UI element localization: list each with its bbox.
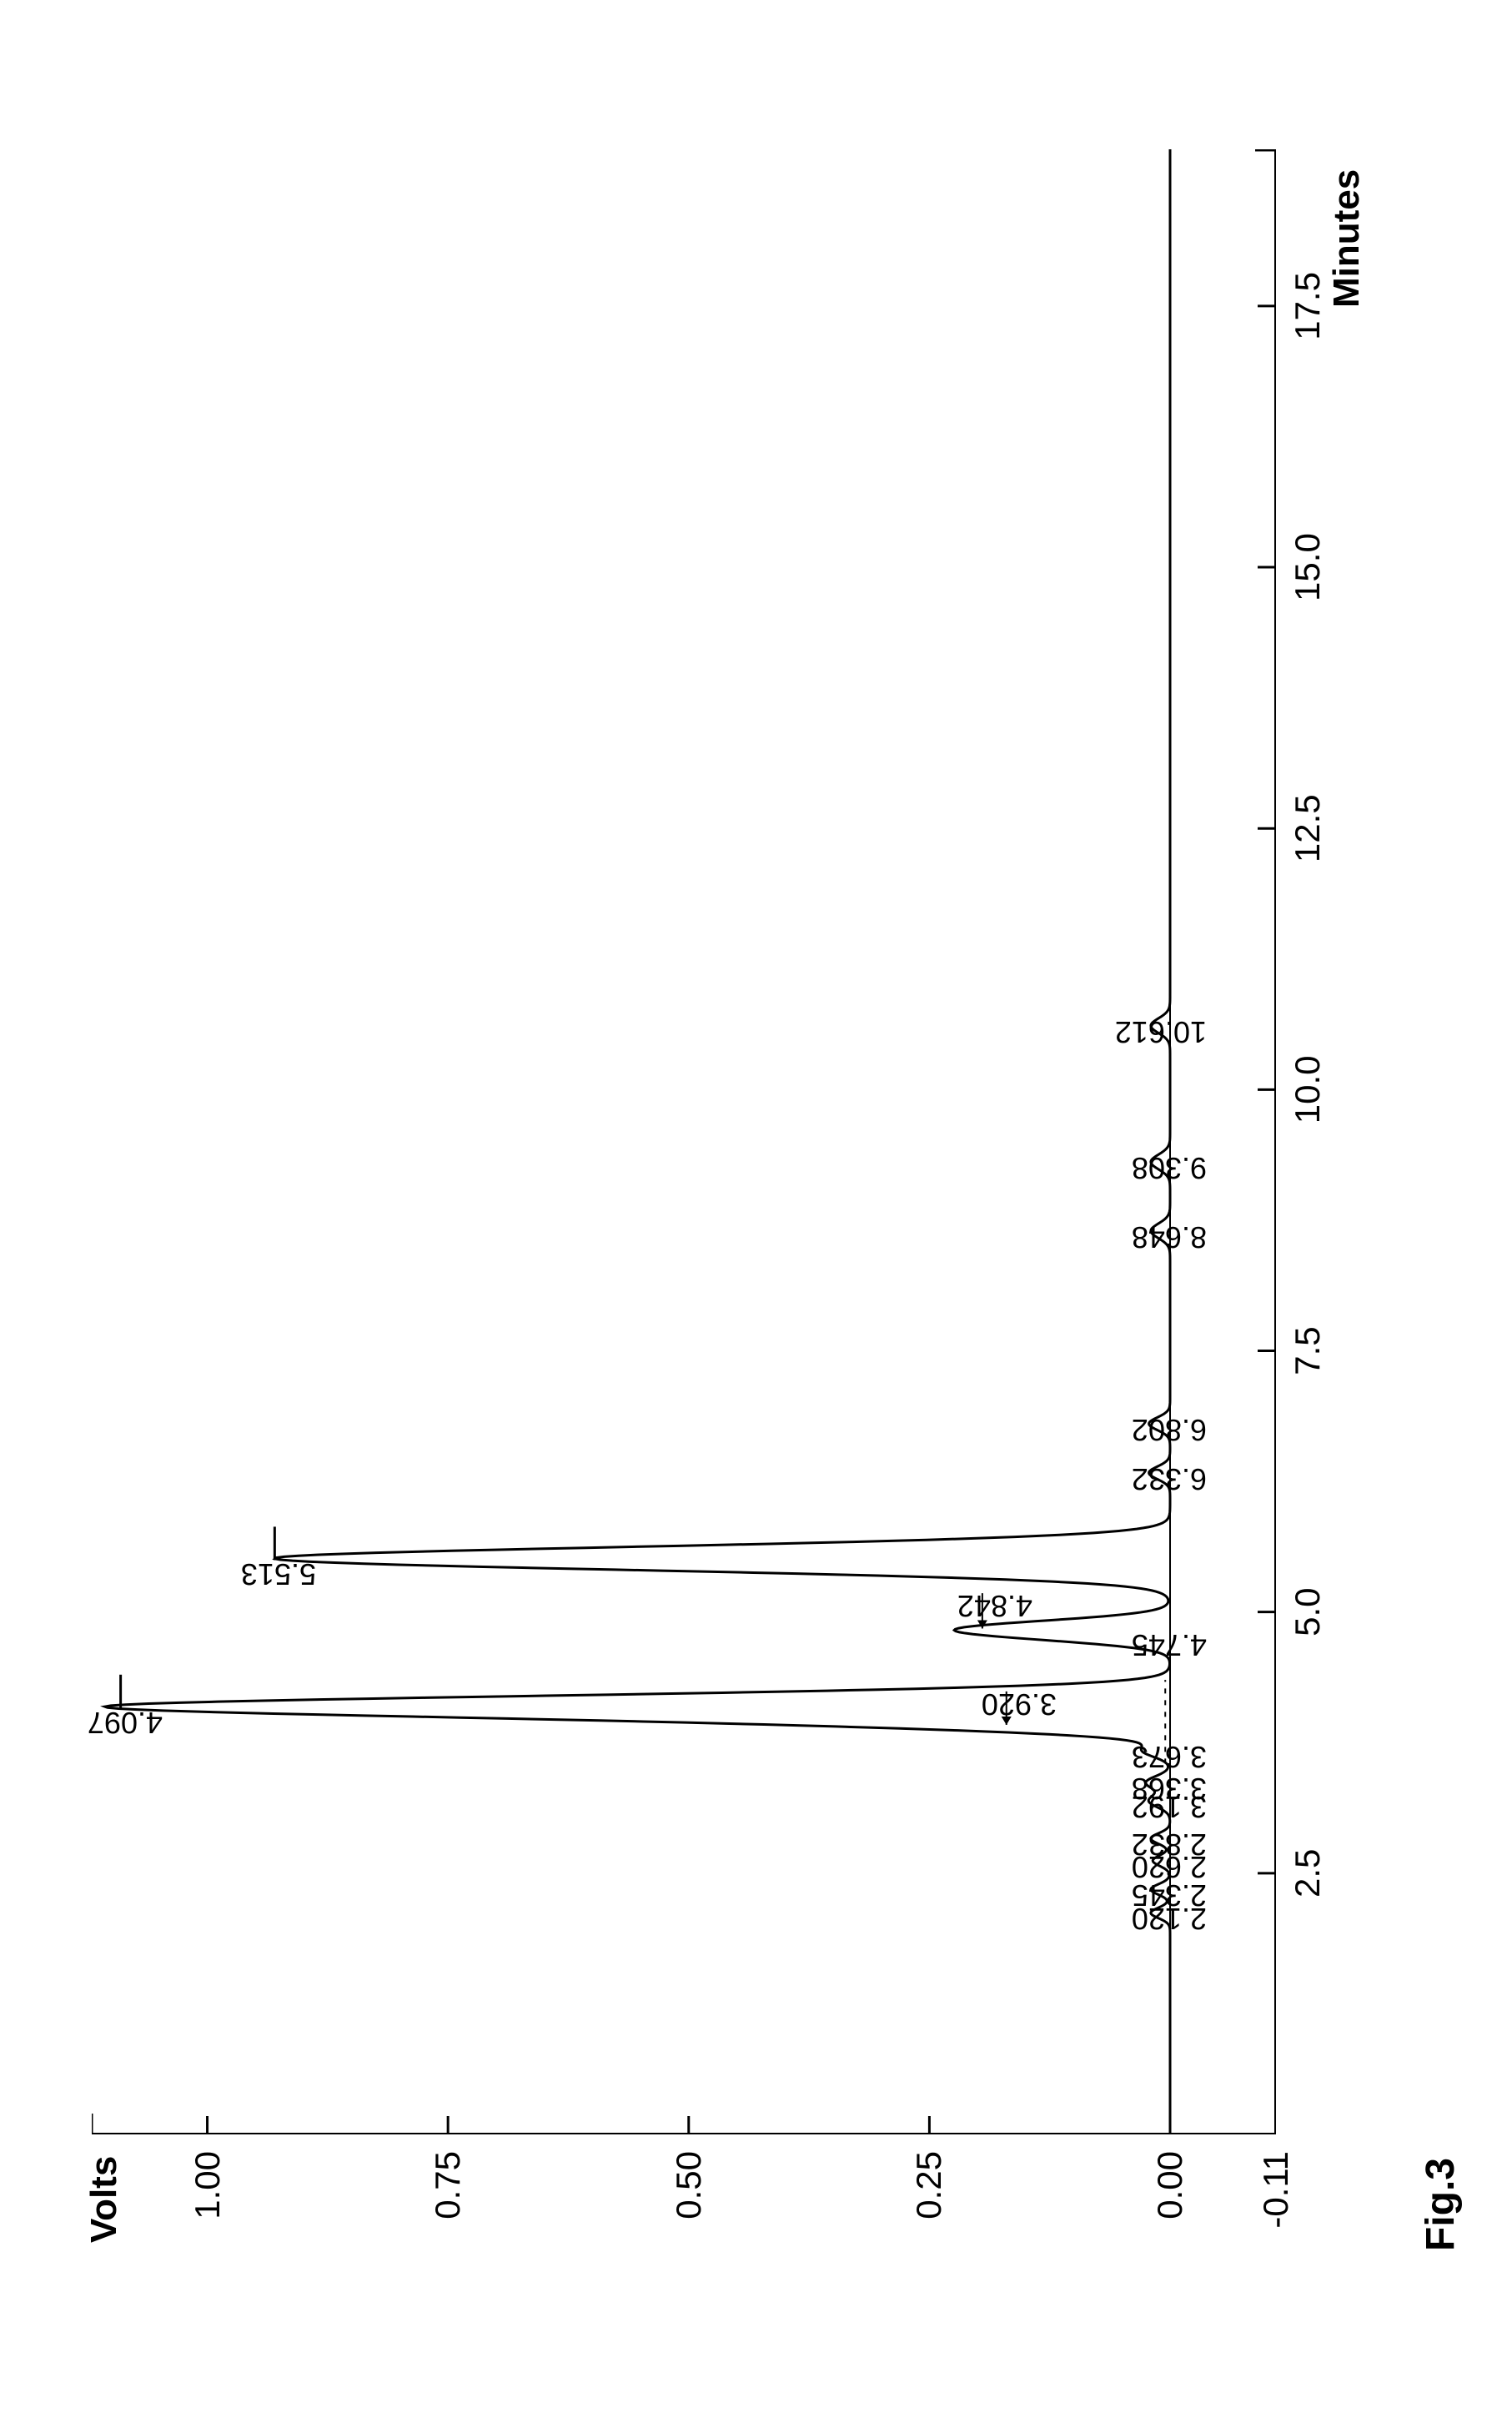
peak-label: 4.842 [957,1588,1032,1623]
rotated-container: -0.11 0.00 0.25 0.50 0.75 1.00 Volts 2.5 5.0 7.5 1… [0,0,1512,2418]
peak-label: 5.513 [241,1556,316,1591]
peak-label: 6.802 [1132,1412,1207,1447]
peak-label: 8.648 [1132,1219,1207,1254]
peak-label: 2.832 [1132,1827,1207,1862]
x-tick-label: 2.5 [1288,1849,1328,1898]
peak-label: 3.920 [982,1687,1057,1722]
x-tick-label: 12.5 [1288,794,1328,862]
y-tick-label: 1.00 [188,2151,228,2251]
peak-label: 9.308 [1132,1150,1207,1185]
peak-label: 4.097 [88,1705,163,1740]
y-tick-label: 0.75 [428,2151,468,2251]
page: -0.11 0.00 0.25 0.50 0.75 1.00 Volts 2.5 5.0 7.5 1… [0,0,1512,2418]
x-tick-label: 7.5 [1288,1326,1328,1375]
peak-label: 10.612 [1115,1014,1207,1049]
peak-label: 4.745 [1132,1627,1207,1662]
plot-area [92,149,1276,2134]
y-tick-label: 0.00 [1150,2151,1190,2251]
x-tick-label: 10.0 [1288,1056,1328,1124]
x-tick-label: 5.0 [1288,1587,1328,1636]
x-tick-label: 15.0 [1288,533,1328,601]
y-axis-title: Volts [83,2156,125,2243]
peak-label: 6.332 [1132,1461,1207,1496]
y-tick-label: 0.50 [669,2151,709,2251]
y-tick-label: -0.11 [1256,2151,1296,2251]
peak-label: 3.673 [1132,1739,1207,1774]
peak-label: 3.368 [1132,1771,1207,1806]
figure-caption: Fig.3 [1418,2158,1464,2251]
x-axis-title: Minutes [1326,169,1368,308]
y-tick-label: 0.25 [909,2151,949,2251]
chromatogram-chart [92,149,1276,2134]
x-tick-label: 17.5 [1288,272,1328,340]
